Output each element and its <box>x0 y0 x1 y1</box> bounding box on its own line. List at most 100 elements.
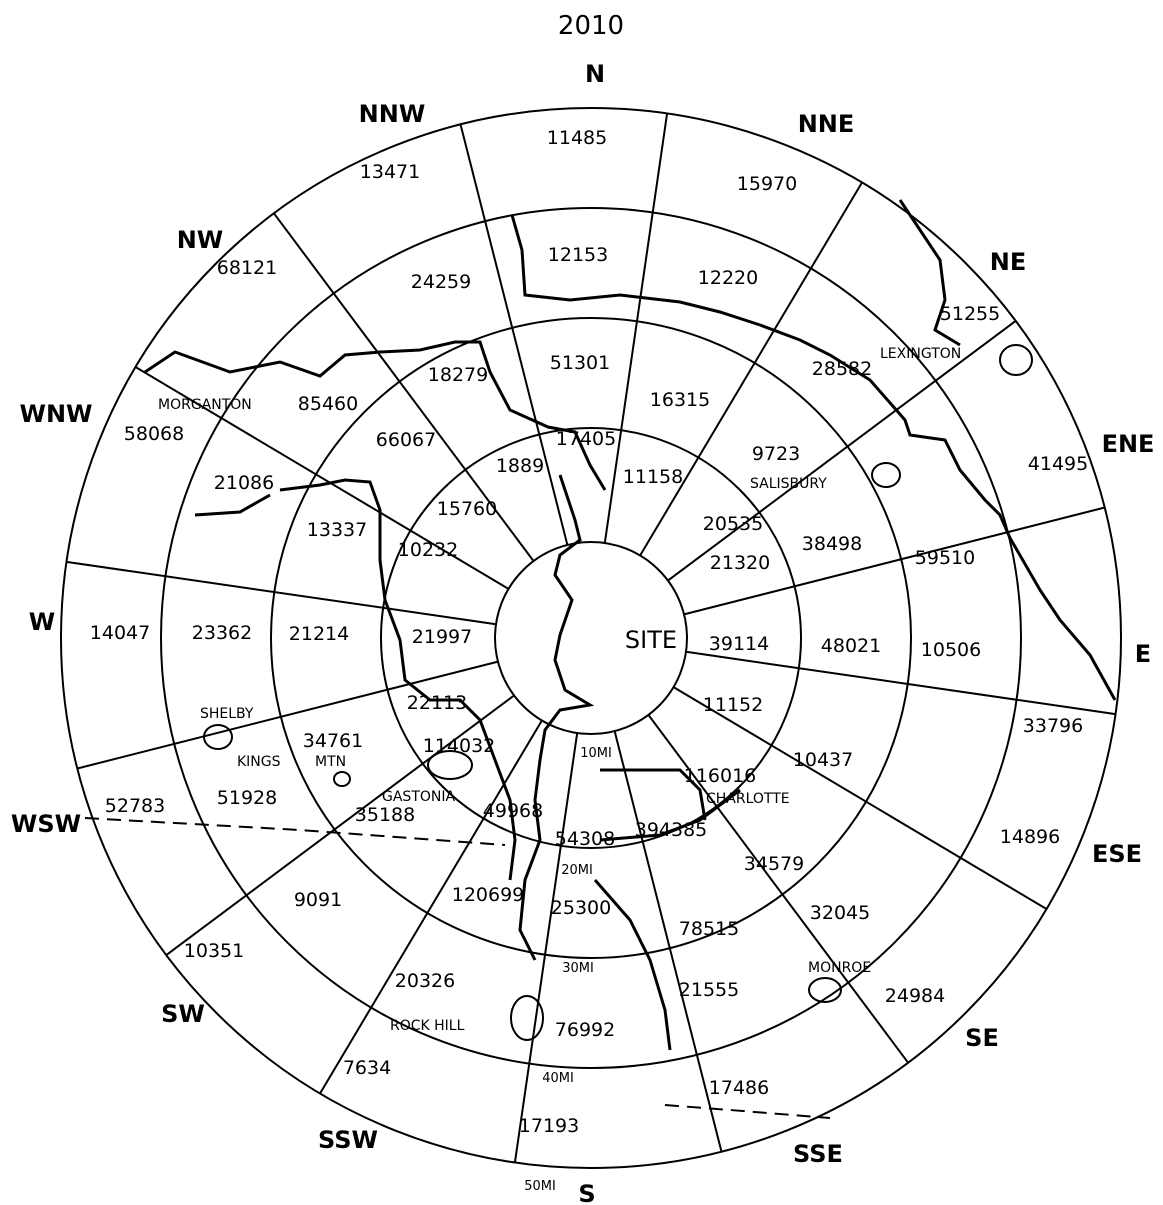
town-lexington: LEXINGTON <box>880 346 961 362</box>
town-salisbury: SALISBURY <box>750 476 827 492</box>
pop-cell: 10351 <box>184 940 244 962</box>
pop-cell: 39114 <box>709 633 769 655</box>
pop-cell: 51255 <box>940 303 1000 325</box>
pop-cell: 85460 <box>298 393 358 415</box>
direction-ene: ENE <box>1102 430 1155 458</box>
southern-river <box>593 879 672 1051</box>
direction-sse: SSE <box>793 1140 843 1168</box>
pop-cell: 14047 <box>90 622 150 644</box>
pop-cell: 21555 <box>679 979 739 1001</box>
pop-cell: 23362 <box>192 622 252 644</box>
pop-cell: 116016 <box>684 765 757 787</box>
ring-20mi <box>380 427 802 849</box>
pop-cell: 34761 <box>303 730 363 752</box>
pop-cell: 1889 <box>496 455 544 477</box>
shelby-outline <box>203 724 233 750</box>
direction-wsw: WSW <box>11 810 81 838</box>
pop-cell: 41495 <box>1028 453 1088 475</box>
town-rock-hill: ROCK HILL <box>390 1018 465 1034</box>
population-values: 17405 1889 12153 11485 11158 16315 12220… <box>90 127 1088 1137</box>
pop-cell: 28582 <box>812 358 872 380</box>
pop-cell: 13471 <box>360 161 420 183</box>
town-outlines <box>203 344 1033 1041</box>
kings-mtn-outline <box>333 771 351 787</box>
direction-w: W <box>29 608 55 636</box>
pop-cell: 12153 <box>548 244 608 266</box>
direction-ese: ESE <box>1092 840 1142 868</box>
sector-boundary-line <box>513 732 579 1163</box>
county-line-upper <box>194 493 271 517</box>
pop-cell: 38498 <box>802 533 862 555</box>
pop-cell: 66067 <box>376 429 436 451</box>
town-morganton: MORGANTON <box>158 397 252 413</box>
pop-cell: 120699 <box>452 884 525 906</box>
town-labels: MORGANTON SALISBURY LEXINGTON SHELBY KIN… <box>158 346 961 1034</box>
sector-boundary-line <box>647 714 909 1064</box>
pop-cell: 68121 <box>217 257 277 279</box>
pop-cell: 59510 <box>915 547 975 569</box>
pop-cell: 51928 <box>217 787 277 809</box>
monroe-outline <box>808 977 842 1003</box>
pop-cell: 35188 <box>355 804 415 826</box>
state-line <box>84 817 831 1119</box>
pop-cell: 18279 <box>428 364 488 386</box>
sector-boundary-line <box>165 694 515 956</box>
direction-nw: NW <box>177 226 224 254</box>
town-gastonia: GASTONIA <box>382 789 455 805</box>
ring-10mi <box>494 541 688 735</box>
rock-hill-outline <box>510 995 544 1041</box>
pop-cell: 9723 <box>752 443 800 465</box>
western-river <box>279 478 517 881</box>
pop-cell: 10232 <box>398 539 458 561</box>
gastonia-outline <box>427 750 473 780</box>
direction-sw: SW <box>161 1000 205 1028</box>
sector-lines <box>66 113 1116 1163</box>
direction-labels: N NNE NE ENE E ESE SE SSE S SSW SW WSW W… <box>11 60 1155 1205</box>
pop-cell: 32045 <box>810 902 870 924</box>
ring-30mi <box>270 317 912 959</box>
pop-cell: 11152 <box>703 694 763 716</box>
distance-rings <box>60 107 1122 1169</box>
state-line-south <box>664 1104 831 1119</box>
direction-wnw: WNW <box>19 400 92 428</box>
direction-ne: NE <box>990 248 1026 276</box>
pop-cell: 114032 <box>423 735 496 757</box>
sector-boundary-line <box>134 366 510 590</box>
pop-cell: 34579 <box>744 853 804 875</box>
pop-cell: 58068 <box>124 423 184 445</box>
pop-cell: 394385 <box>635 819 708 841</box>
northern-river <box>144 340 607 491</box>
town-kings: KINGS <box>237 754 281 770</box>
town-shelby: SHELBY <box>200 706 254 722</box>
pop-cell: 10506 <box>921 639 981 661</box>
pop-cell: 51301 <box>550 352 610 374</box>
sector-boundary-line <box>672 686 1048 910</box>
pop-cell: 20326 <box>395 970 455 992</box>
pop-cell: 11158 <box>623 466 683 488</box>
ring-label-50mi: 50MI <box>524 1179 556 1194</box>
town-charlotte: CHARLOTTE <box>706 791 790 807</box>
sector-boundary-line <box>66 560 497 626</box>
pop-cell: 7634 <box>343 1057 391 1079</box>
state-line-west <box>84 817 506 846</box>
ring-40mi <box>160 207 1022 1069</box>
ring-label-10mi: 10MI <box>580 746 612 761</box>
salisbury-outline <box>871 462 901 488</box>
lexington-outline <box>999 344 1033 376</box>
direction-ssw: SSW <box>318 1126 378 1154</box>
pop-cell: 21320 <box>710 552 770 574</box>
pop-cell: 15760 <box>437 498 497 520</box>
sector-boundary-line <box>667 320 1017 582</box>
pop-cell: 78515 <box>679 918 739 940</box>
pop-cell: 12220 <box>698 267 758 289</box>
town-monroe: MONROE <box>808 960 871 976</box>
sector-boundary-line <box>613 730 723 1152</box>
direction-nnw: NNW <box>359 100 426 128</box>
pop-cell: 16315 <box>650 389 710 411</box>
ring-label-20mi: 20MI <box>561 863 593 878</box>
sector-boundary-line <box>459 124 569 546</box>
sector-boundary-line <box>603 113 669 544</box>
pop-cell: 33796 <box>1023 715 1083 737</box>
direction-e: E <box>1135 640 1151 668</box>
